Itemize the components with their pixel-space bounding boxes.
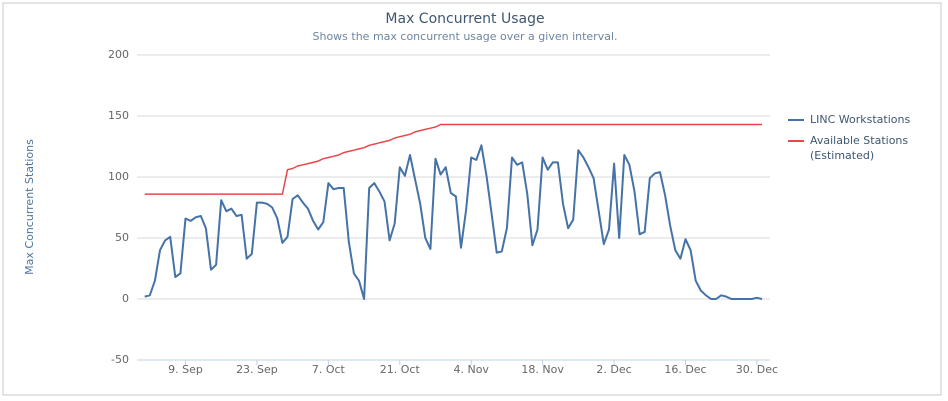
- x-tick-label: 2. Dec: [596, 363, 631, 376]
- y-tick-label: 200: [108, 48, 129, 61]
- x-tick-label: 7. Oct: [312, 363, 346, 376]
- y-tick-label: 0: [122, 292, 129, 305]
- x-tick-label: 9. Sep: [168, 363, 203, 376]
- legend-label: Available Stations (Estimated): [810, 134, 909, 162]
- chart-title: Max Concurrent Usage: [385, 11, 544, 27]
- legend-swatch: [788, 140, 804, 142]
- legend-label: LINC Workstations: [810, 113, 911, 126]
- x-tick-label: 4. Nov: [453, 363, 489, 376]
- x-tick-label: 23. Sep: [236, 363, 278, 376]
- chart-subtitle: Shows the max concurrent usage over a gi…: [312, 30, 617, 43]
- y-tick-label: -50: [111, 353, 129, 366]
- x-tick-label: 16. Dec: [664, 363, 706, 376]
- x-tick-label: 30. Dec: [736, 363, 778, 376]
- y-axis-label: Max Concurrent Stations: [23, 139, 36, 275]
- series-line: [144, 144, 763, 300]
- legend-swatch: [788, 119, 804, 121]
- legend: LINC Workstations Available Stations (Est…: [788, 112, 918, 169]
- legend-item: Available Stations (Estimated): [788, 133, 918, 163]
- legend-item: LINC Workstations: [788, 112, 918, 127]
- y-tick-label: 100: [108, 170, 129, 183]
- series-line: [144, 123, 762, 195]
- x-tick-label: 21. Oct: [380, 363, 421, 376]
- frame: [2, 2, 942, 396]
- x-tick-label: 18. Nov: [521, 363, 564, 376]
- y-tick-label: 50: [115, 231, 129, 244]
- y-tick-label: 150: [108, 109, 129, 122]
